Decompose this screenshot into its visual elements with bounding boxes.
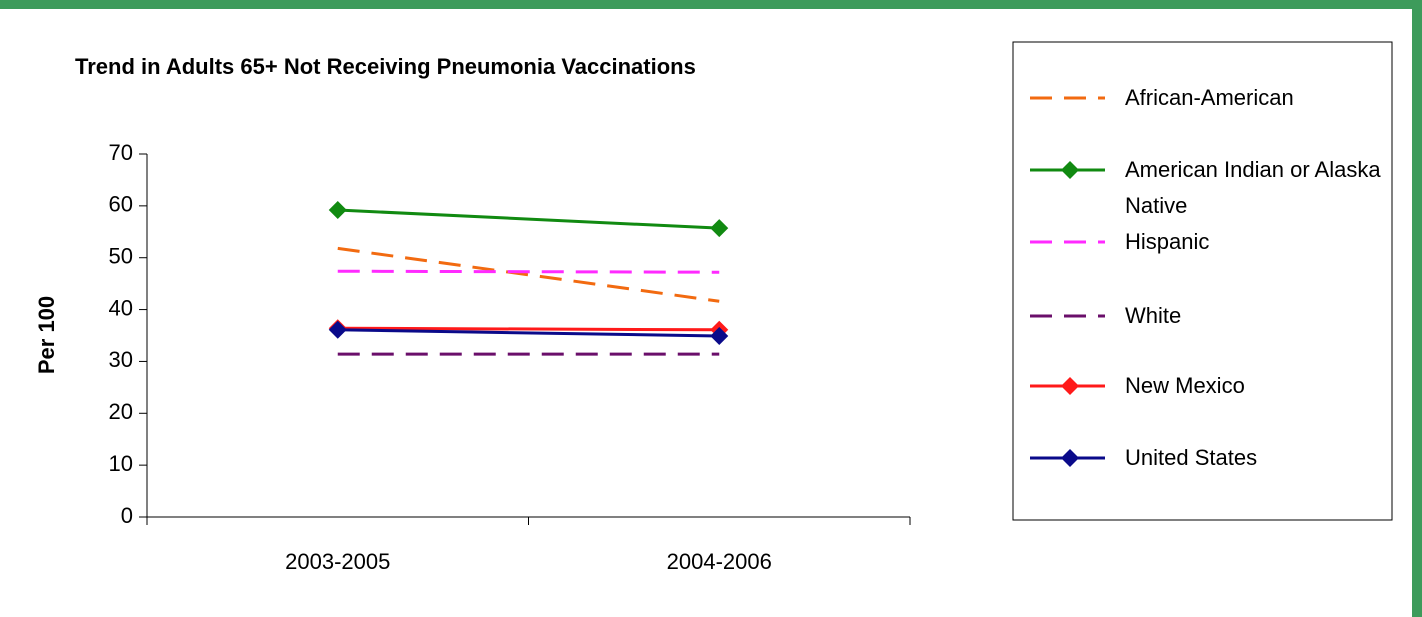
- y-tick-label: 20: [109, 399, 133, 424]
- y-axis-label: Per 100: [34, 296, 59, 374]
- marker: [710, 219, 729, 238]
- marker: [710, 327, 729, 346]
- legend-label: African-American: [1125, 85, 1294, 110]
- legend-marker: [1061, 377, 1079, 395]
- marker: [328, 320, 347, 339]
- marker: [328, 201, 347, 220]
- legend-label: United States: [1125, 445, 1258, 470]
- legend-label: New Mexico: [1125, 373, 1245, 398]
- y-tick-label: 0: [121, 503, 133, 528]
- series-line: [337, 269, 720, 274]
- legend-label: White: [1125, 303, 1182, 328]
- y-tick-label: 10: [109, 451, 133, 476]
- series-line: [337, 328, 720, 338]
- chart-title: Trend in Adults 65+ Not Receiving Pneumo…: [75, 54, 696, 79]
- top-border: [0, 0, 1422, 9]
- y-tick-label: 40: [109, 295, 133, 320]
- series-line: [337, 326, 720, 332]
- legend-box: [1012, 41, 1393, 521]
- y-tick-label: 30: [109, 347, 133, 372]
- y-tick-label: 50: [109, 244, 133, 269]
- legend-marker: [1061, 449, 1079, 467]
- x-tick-label: 2003-2005: [285, 549, 390, 574]
- legend-marker: [1061, 161, 1079, 179]
- series-line: [337, 208, 720, 230]
- y-tick-label: 60: [109, 192, 133, 217]
- x-tick-label: 2004-2006: [667, 549, 772, 574]
- legend-label: Hispanic: [1125, 229, 1210, 254]
- right-border: [1412, 0, 1422, 617]
- series-line: [337, 246, 720, 303]
- y-tick-label: 70: [109, 140, 133, 165]
- legend-label: American Indian or Alaska Native: [1125, 157, 1381, 218]
